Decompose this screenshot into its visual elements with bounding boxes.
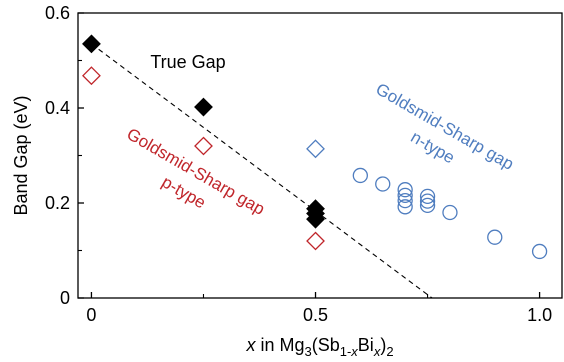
data-point-circle bbox=[531, 243, 548, 260]
trend-line bbox=[91, 43, 433, 299]
data-point-circle bbox=[442, 204, 458, 221]
data-point-circle bbox=[375, 176, 391, 192]
data-point-circle bbox=[397, 199, 413, 215]
x-axis-label: x in Mg3(Sb1-xBix)2 bbox=[245, 335, 393, 359]
x-tick-label: 0.5 bbox=[303, 305, 328, 325]
chart-marks bbox=[82, 34, 548, 299]
y-tick-label: 0 bbox=[60, 288, 70, 308]
y-axis-label: Band Gap (eV) bbox=[11, 95, 31, 215]
x-tick-label: 0 bbox=[86, 305, 96, 325]
annotation-line: True Gap bbox=[150, 52, 225, 72]
data-point-circle bbox=[352, 167, 368, 184]
data-point-open-diamond bbox=[82, 66, 101, 86]
axis-ticks: 0 0.5 1.0 0 0.2 0.4 0.6 bbox=[45, 3, 552, 325]
data-point-circle bbox=[397, 192, 413, 209]
data-point-open-diamond bbox=[306, 231, 325, 251]
y-tick-label: 0.2 bbox=[45, 193, 70, 213]
data-point-circle bbox=[419, 193, 436, 209]
data-point-open-diamond bbox=[194, 136, 213, 156]
data-point-filled-diamond bbox=[306, 209, 325, 229]
annotation-p-type: Goldsmid-Sharp gapp-type bbox=[111, 124, 268, 239]
data-point-circle bbox=[419, 197, 436, 214]
data-point-open-diamond bbox=[306, 139, 325, 159]
y-tick-label: 0.4 bbox=[45, 98, 70, 118]
data-point-circle bbox=[397, 182, 413, 198]
data-point-circle bbox=[397, 187, 413, 204]
y-tick-label: 0.6 bbox=[45, 3, 70, 23]
data-point-circle bbox=[419, 188, 436, 205]
data-point-circle bbox=[487, 229, 503, 245]
x-tick-label: 1.0 bbox=[527, 305, 552, 325]
annotation-true-gap: True Gap bbox=[150, 52, 225, 72]
data-point-filled-diamond bbox=[82, 34, 101, 54]
data-point-filled-diamond bbox=[194, 97, 213, 117]
